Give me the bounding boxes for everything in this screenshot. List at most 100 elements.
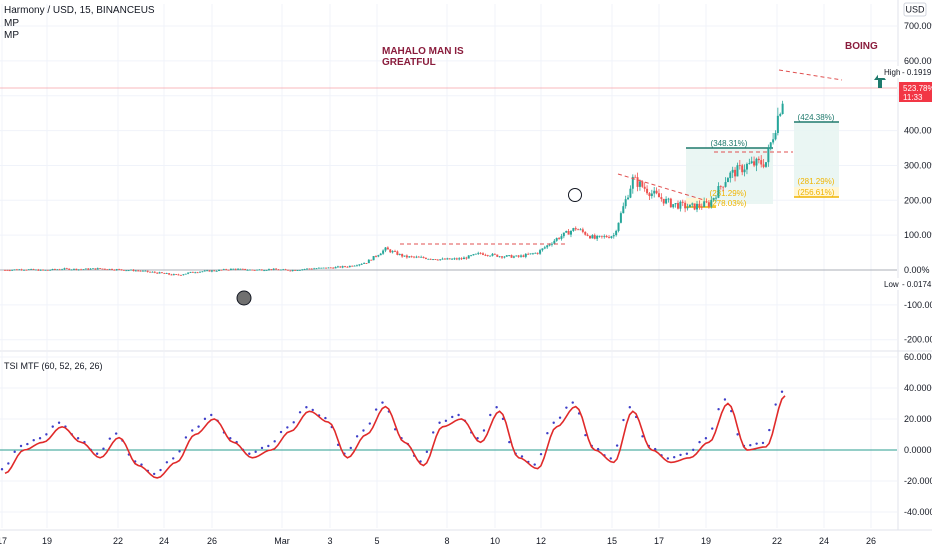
candle-body [520, 255, 523, 257]
indicator-label-1[interactable]: MP [4, 18, 19, 29]
tsi-signal-dot [76, 437, 80, 440]
candle-body [18, 269, 21, 271]
candle-body [489, 255, 492, 257]
time-tick-label: 15 [607, 536, 617, 546]
candle-body [662, 198, 665, 204]
candle-body [441, 258, 444, 260]
candle-body [655, 190, 658, 194]
candle-body [336, 266, 339, 268]
candle-body [51, 269, 54, 270]
candle-body [745, 163, 748, 170]
time-tick-label: 5 [374, 536, 379, 546]
candle-body [396, 251, 399, 255]
candle-body [179, 274, 182, 276]
tsi-signal-dot [191, 429, 194, 432]
tsi-signal-dot [685, 452, 689, 455]
candle-body [581, 229, 584, 232]
candle-body [408, 256, 411, 258]
tsi-signal-dot [482, 429, 486, 432]
candle-body [508, 255, 511, 256]
candle-body [472, 254, 475, 256]
candle-body [629, 188, 632, 198]
candle-body [781, 103, 784, 115]
tsi-signal-dot [584, 433, 587, 437]
tsi-signal-dot [438, 421, 441, 424]
candle-body [712, 197, 715, 200]
candle-body [565, 231, 568, 233]
candle-body [479, 252, 482, 254]
annotation-boing[interactable]: BOING [845, 41, 878, 52]
tsi-label[interactable]: TSI MTF (60, 52, 26, 26) [4, 361, 103, 371]
candle-body [367, 259, 370, 264]
price-tick-label: 400.00% [904, 126, 932, 136]
candle-body [65, 268, 68, 270]
candle-body [550, 243, 553, 245]
candle-body [684, 202, 687, 209]
candle-body [70, 269, 73, 271]
candle-body [636, 177, 639, 187]
tsi-signal-dot [0, 468, 4, 471]
measure-box-gold [794, 187, 839, 197]
candle-body [398, 253, 401, 255]
candle-body [227, 269, 230, 271]
price-tick-label: 700.00% [904, 21, 932, 31]
candle-body [20, 269, 23, 271]
tsi-signal-dot [26, 442, 29, 446]
time-axis: 17 19 22 24 26 Mar 3 5 8 10 12 15 17 19 22 24 26 [0, 536, 876, 546]
candle-body [77, 269, 80, 271]
candle-body [44, 269, 47, 271]
candle-body [241, 268, 244, 270]
candle-body [106, 269, 109, 271]
candle-body [332, 267, 335, 269]
tsi-signal-dot [704, 437, 708, 440]
currency-button[interactable]: USD [903, 2, 927, 17]
tsi-signal-dot [362, 429, 365, 432]
currency-button-label: USD [905, 5, 925, 15]
candle-body [764, 162, 767, 167]
candle-body [586, 234, 589, 236]
high-value: - 0.1919 [902, 68, 932, 77]
candle-body [558, 238, 561, 239]
candle-body [710, 199, 713, 207]
candle-body [767, 148, 770, 163]
candle-body [141, 270, 144, 272]
tsi-signal-dot [57, 421, 61, 424]
candle-body [151, 271, 154, 273]
marker-circle-outline [568, 188, 582, 202]
tsi-signal-dot [279, 430, 283, 434]
candle-body [477, 252, 480, 254]
candle-body [370, 259, 373, 261]
time-tick-label: 26 [866, 536, 876, 546]
candle-body [194, 272, 197, 274]
candle-body [120, 269, 123, 271]
candle-body [263, 270, 266, 272]
measure-label: (281.29%) [710, 189, 747, 198]
candle-body [4, 270, 6, 271]
candle-body [222, 269, 225, 270]
tsi-signal-dot [51, 425, 54, 428]
symbol-title: Harmony / USD, 15, BINANCEUS [4, 5, 155, 16]
tsi-signal-dot [539, 452, 543, 456]
annotation-mahalo[interactable]: MAHALO MAN IS GREATFUL [382, 46, 464, 68]
candle-body [577, 229, 580, 231]
candle-body [229, 268, 232, 270]
tsi-signal-dot [571, 401, 574, 404]
price-tick-label: 100.00% [904, 230, 932, 240]
indicator-label-2[interactable]: MP [4, 30, 19, 41]
candle-body [225, 269, 228, 270]
measure-box [794, 122, 839, 197]
candle-body [562, 232, 565, 237]
candle-body [344, 266, 347, 267]
candles [4, 100, 784, 276]
tsi-tick-label: 60.0000 [904, 352, 932, 362]
candle-body [277, 269, 280, 271]
tsi-signal-dot [159, 468, 162, 472]
measure-tools: (348.31%)(424.38%)(281.29%)(278.03%)(281… [686, 113, 839, 208]
time-tick-label: 24 [819, 536, 829, 546]
measure-label: (256.61%) [798, 188, 835, 197]
tsi-signal-dot [324, 416, 327, 420]
candle-body [638, 181, 641, 187]
candle-body [6, 270, 9, 271]
